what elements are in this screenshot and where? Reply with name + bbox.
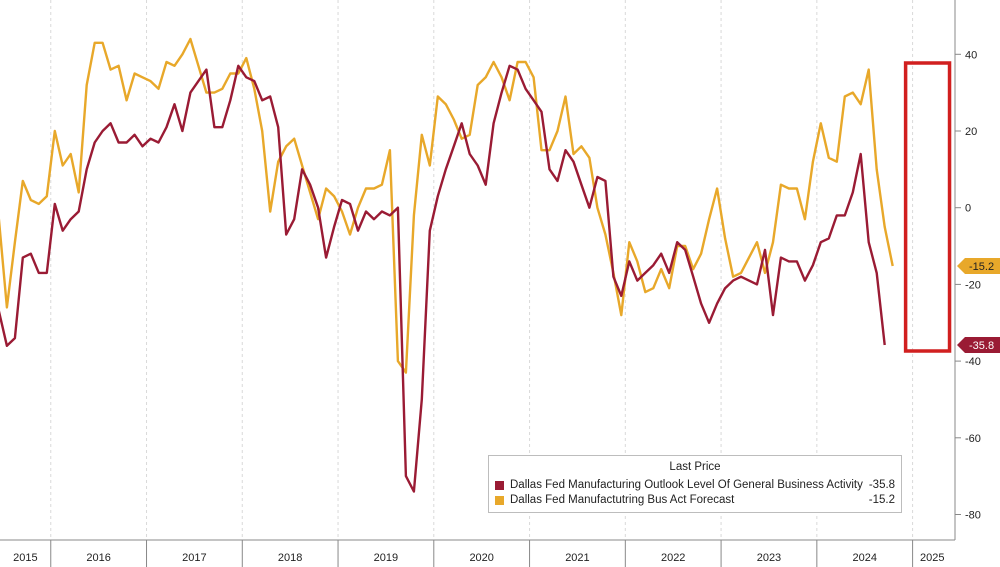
y-tick-label: -40 bbox=[965, 356, 981, 368]
legend-swatch-series1 bbox=[495, 480, 504, 490]
legend-title: Last Price bbox=[669, 461, 721, 473]
x-tick-label: 2019 bbox=[374, 552, 398, 564]
chart-series bbox=[0, 37, 894, 493]
last-value-series1: -35.8 bbox=[957, 336, 1000, 353]
x-tick-label: 2018 bbox=[278, 552, 302, 564]
x-tick-label: 2016 bbox=[86, 552, 110, 564]
x-tick-label: 2022 bbox=[661, 552, 685, 564]
last-value-series2-bg bbox=[957, 257, 1000, 274]
highlight-group bbox=[903, 61, 952, 353]
y-tick-label: 0 bbox=[965, 203, 971, 215]
x-tick-label: 2020 bbox=[469, 552, 493, 564]
x-tick-label: 2017 bbox=[182, 552, 206, 564]
chart-grid bbox=[50, 0, 914, 540]
y-tick-label: 20 bbox=[965, 126, 977, 138]
last-value-labels: -15.2 -35.8 bbox=[957, 257, 1000, 353]
x-tick-label: 2015 bbox=[13, 552, 37, 564]
chart-legend: Last Price Dallas Fed Manufacturing Outl… bbox=[488, 455, 902, 513]
last-value-series1-bg bbox=[957, 336, 1000, 353]
legend-item-value: -35.8 bbox=[868, 479, 896, 491]
y-tick-label: -20 bbox=[965, 279, 981, 291]
x-tick-label: 2023 bbox=[757, 552, 781, 564]
last-value-series2-text: -15.2 bbox=[969, 261, 994, 273]
y-tick-label: -80 bbox=[965, 510, 981, 522]
legend-item: Dallas Fed Manufacturing Outlook Level O… bbox=[495, 478, 895, 492]
legend-item: Dallas Fed Manufactutring Bus Act Foreca… bbox=[495, 493, 895, 507]
last-value-series2: -15.2 bbox=[957, 257, 1000, 274]
legend-swatch-series2 bbox=[495, 495, 504, 505]
y-axis: 40 20 0 -20 -40 -60 -80 bbox=[954, 0, 981, 540]
legend-item-value: -15.2 bbox=[868, 494, 895, 506]
series-line-2 bbox=[0, 37, 894, 374]
x-tick-label: 2025 bbox=[920, 552, 944, 564]
legend-item-name: Dallas Fed Manufacturing Outlook Level O… bbox=[510, 479, 863, 491]
x-tick-label: 2024 bbox=[852, 552, 876, 564]
x-tick-label: 2021 bbox=[565, 552, 589, 564]
legend-item-name: Dallas Fed Manufactutring Bus Act Foreca… bbox=[510, 494, 735, 506]
y-tick-label: -60 bbox=[965, 433, 981, 445]
x-axis: 2015 2016 2017 2018 2019 2020 2021 2022 2023 2024… bbox=[0, 539, 955, 567]
highlight-box bbox=[903, 61, 952, 353]
series-line-1 bbox=[0, 64, 886, 493]
last-value-series1-text: -35.8 bbox=[969, 340, 994, 352]
y-tick-label: 40 bbox=[965, 49, 977, 61]
